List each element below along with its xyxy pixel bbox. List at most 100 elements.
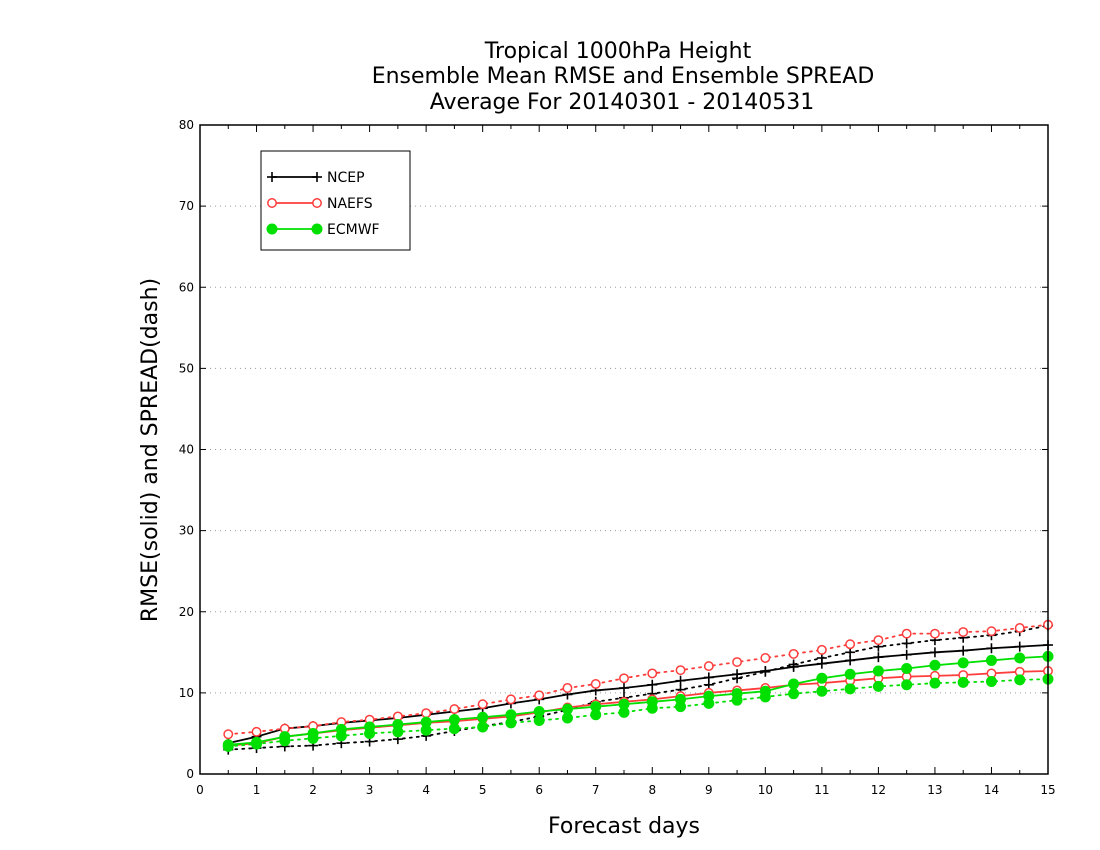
spread-point: [816, 685, 828, 697]
y-tick-label: 10: [179, 686, 194, 700]
x-tick-label: 14: [984, 783, 999, 797]
rmse-point: [647, 679, 658, 690]
spread-point: [223, 729, 234, 740]
title-line-1: Tropical 1000hPa Height: [484, 39, 752, 64]
spread-point: [505, 694, 516, 705]
spread-point: [618, 706, 630, 718]
x-tick-label: 9: [705, 783, 713, 797]
rmse-point: [675, 675, 686, 686]
series-ecmwf: [222, 650, 1054, 752]
y-tick-label: 80: [179, 118, 194, 132]
title-line-3: Average For 20140301 - 20140531: [430, 90, 815, 115]
legend-box: [260, 150, 411, 251]
y-tick-label: 0: [186, 767, 194, 781]
y-tick-label: 20: [179, 605, 194, 619]
spread-point: [732, 673, 743, 684]
spread-point: [929, 677, 941, 689]
spread-point: [816, 644, 827, 655]
rmse-line-naefs: [228, 670, 1049, 747]
y-tick-label: 30: [179, 524, 194, 538]
legend-item-naefs: NAEFS: [267, 196, 373, 212]
legend-label: ECMWF: [327, 222, 380, 238]
legend-marker: [266, 223, 278, 235]
spread-point: [901, 638, 912, 649]
rmse-point: [873, 652, 884, 663]
spread-point: [872, 680, 884, 692]
x-tick-label: 7: [592, 783, 600, 797]
spread-point: [732, 657, 743, 667]
y-tick-label: 70: [179, 199, 194, 213]
spread-point: [759, 691, 771, 703]
rmse-point: [957, 657, 969, 669]
legend-marker: [267, 198, 277, 208]
rmse-point: [1014, 641, 1025, 652]
legend-item-ecmwf: ECMWF: [266, 222, 380, 238]
spread-point: [1014, 674, 1026, 686]
spread-point: [646, 702, 658, 714]
spread-point: [477, 699, 488, 710]
spread-line-ncep: [227, 624, 1049, 751]
legend-label: NCEP: [327, 170, 365, 186]
rmse-point: [901, 663, 913, 675]
rmse-point: [788, 678, 800, 690]
rmse-point: [816, 672, 828, 684]
chart-title: Tropical 1000hPa Height Ensemble Mean RM…: [372, 39, 875, 115]
y-tick-label: 40: [179, 443, 194, 457]
rmse-point: [929, 647, 940, 658]
spread-point: [675, 701, 687, 713]
title-line-2: Ensemble Mean RMSE and Ensemble SPREAD: [372, 64, 875, 89]
spread-point: [1014, 623, 1025, 633]
x-tick-label: 10: [758, 783, 773, 797]
spread-point: [449, 704, 460, 715]
spread-point: [619, 673, 629, 684]
spread-point: [703, 661, 714, 672]
spread-point: [901, 628, 912, 639]
x-tick-label: 13: [927, 783, 942, 797]
spread-line-naefs: [227, 623, 1049, 736]
spread-point: [985, 676, 997, 688]
x-axis-label: Forecast days: [548, 814, 700, 839]
spread-point: [929, 628, 940, 639]
spread-point: [760, 653, 771, 663]
spread-point: [420, 724, 432, 736]
spread-point: [760, 666, 771, 677]
spread-point: [788, 648, 799, 659]
y-axis-label: RMSE(solid) and SPREAD(dash): [138, 278, 163, 622]
spread-point: [647, 668, 658, 679]
y-tick-label: 60: [179, 280, 194, 294]
spread-point: [675, 665, 686, 676]
rmse-point: [985, 654, 997, 666]
x-tick-label: 1: [253, 783, 261, 797]
spread-point: [703, 697, 715, 709]
spread-point: [307, 732, 319, 744]
spread-point: [477, 721, 489, 733]
spread-point: [845, 639, 856, 650]
spread-point: [901, 679, 913, 691]
spread-point: [986, 626, 997, 637]
spread-point: [251, 726, 262, 737]
x-tick-label: 3: [366, 783, 374, 797]
rmse-point: [929, 659, 941, 671]
spread-point: [958, 627, 969, 637]
spread-point: [873, 635, 884, 646]
spread-point: [222, 740, 234, 752]
spread-point: [788, 688, 800, 700]
legend-marker: [311, 223, 323, 235]
rmse-point: [986, 643, 997, 654]
spread-point: [364, 727, 376, 739]
spread-point: [335, 730, 347, 742]
rmse-point: [901, 649, 912, 660]
legend-marker: [312, 172, 322, 182]
spread-point: [392, 726, 404, 738]
x-tick-label: 2: [309, 783, 317, 797]
x-tick-label: 4: [422, 783, 430, 797]
spread-point: [505, 717, 517, 729]
rmse-point: [844, 668, 856, 680]
x-tick-label: 12: [871, 783, 886, 797]
rmse-point: [619, 683, 629, 694]
spread-point: [251, 738, 263, 750]
x-tick-label: 5: [479, 783, 487, 797]
series-group: [222, 619, 1054, 755]
